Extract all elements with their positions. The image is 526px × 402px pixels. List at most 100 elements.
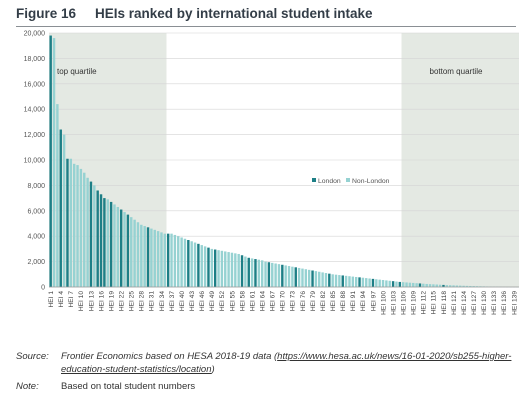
x-tick-label: HEI 22	[118, 291, 125, 311]
bar	[375, 279, 378, 287]
bar	[66, 158, 69, 287]
y-tick-label: 12,000	[24, 132, 46, 139]
bar	[119, 209, 123, 287]
bar	[412, 282, 415, 287]
y-tick-label: 0	[41, 285, 45, 292]
bar	[371, 278, 375, 287]
source-link[interactable]: https://www.hesa.ac.uk/news/16-01-2020/s…	[61, 351, 512, 375]
bar	[72, 163, 76, 287]
bar	[247, 257, 250, 287]
bar	[365, 278, 368, 287]
source-end: )	[211, 363, 215, 375]
x-tick-label: HEI 133	[491, 291, 498, 315]
x-tick-label: HEI 13	[88, 291, 95, 311]
band-label: top quartile	[57, 67, 97, 76]
bar	[99, 194, 103, 287]
bar	[361, 277, 365, 287]
x-tick-label: HEI 43	[189, 291, 196, 311]
x-tick-label: HEI 112	[421, 291, 428, 315]
legend-swatch	[312, 178, 316, 182]
bar	[126, 214, 130, 287]
bar	[428, 284, 432, 287]
bar	[344, 275, 348, 287]
bar	[338, 275, 341, 287]
bar	[435, 284, 438, 287]
band-label: bottom quartile	[430, 67, 483, 76]
bar	[287, 266, 291, 287]
bar	[166, 233, 170, 287]
bar	[163, 233, 167, 287]
bar	[133, 219, 136, 287]
bar	[86, 177, 89, 287]
bar	[418, 283, 422, 287]
bar	[156, 231, 160, 287]
x-tick-label: HEI 94	[360, 291, 367, 311]
y-tick-label: 6,000	[27, 208, 45, 215]
x-tick-label: HEI 34	[159, 291, 166, 311]
bar	[304, 269, 308, 287]
bar	[277, 264, 281, 287]
bar	[210, 248, 214, 287]
x-tick-label: HEI 82	[320, 291, 327, 311]
note-label: Note:	[16, 381, 39, 392]
bar	[448, 285, 452, 287]
bar	[170, 233, 173, 287]
x-tick-label: HEI 103	[390, 291, 397, 315]
bar	[240, 255, 244, 287]
bar	[328, 273, 331, 287]
bar	[388, 280, 391, 287]
bar	[341, 275, 344, 287]
y-tick-label: 14,000	[24, 107, 46, 114]
bar	[52, 38, 56, 287]
bar	[76, 165, 79, 287]
x-tick-label: HEI 40	[179, 291, 186, 311]
bar	[385, 280, 388, 287]
x-tick-label: HEI 100	[380, 291, 387, 315]
x-tick-label: HEI 1	[48, 291, 55, 308]
bar	[358, 277, 361, 287]
x-tick-label: HEI 118	[441, 291, 448, 315]
bar	[83, 172, 86, 287]
x-tick-label: HEI 10	[78, 291, 85, 311]
bar	[93, 185, 96, 287]
bar	[291, 266, 294, 287]
bar	[455, 285, 459, 287]
bar	[378, 279, 381, 287]
bar	[311, 270, 314, 287]
x-tick-label: HEI 85	[330, 291, 337, 311]
bar	[244, 256, 247, 287]
bar	[109, 201, 113, 287]
y-tick-label: 2,000	[27, 259, 45, 266]
legend-swatch	[346, 178, 350, 182]
bar	[408, 282, 412, 287]
bar	[314, 271, 318, 287]
bar	[422, 283, 425, 287]
x-tick-label: HEI 73	[290, 291, 297, 311]
bar	[130, 217, 133, 287]
x-tick-label: HEI 37	[169, 291, 176, 311]
x-tick-label: HEI 61	[249, 291, 256, 311]
bar	[445, 285, 449, 287]
x-tick-label: HEI 88	[340, 291, 347, 311]
bar	[348, 276, 351, 287]
x-tick-label: HEI 25	[129, 291, 136, 311]
x-tick-label: HEI 109	[411, 291, 418, 315]
x-tick-label: HEI 49	[209, 291, 216, 311]
bar	[173, 234, 177, 287]
bar	[207, 247, 210, 287]
bar	[106, 199, 109, 287]
bar	[193, 242, 197, 287]
bar	[274, 263, 277, 287]
y-tick-label: 18,000	[24, 56, 46, 63]
bar	[116, 206, 120, 287]
bar	[368, 278, 371, 287]
x-tick-label: HEI 52	[219, 291, 226, 311]
x-tick-label: HEI 115	[431, 291, 438, 315]
bar	[213, 249, 217, 287]
bar	[294, 267, 297, 287]
bar	[230, 252, 234, 287]
bar	[281, 264, 284, 287]
bar	[224, 251, 227, 287]
bar	[354, 276, 358, 287]
x-tick-label: HEI 91	[350, 291, 357, 311]
